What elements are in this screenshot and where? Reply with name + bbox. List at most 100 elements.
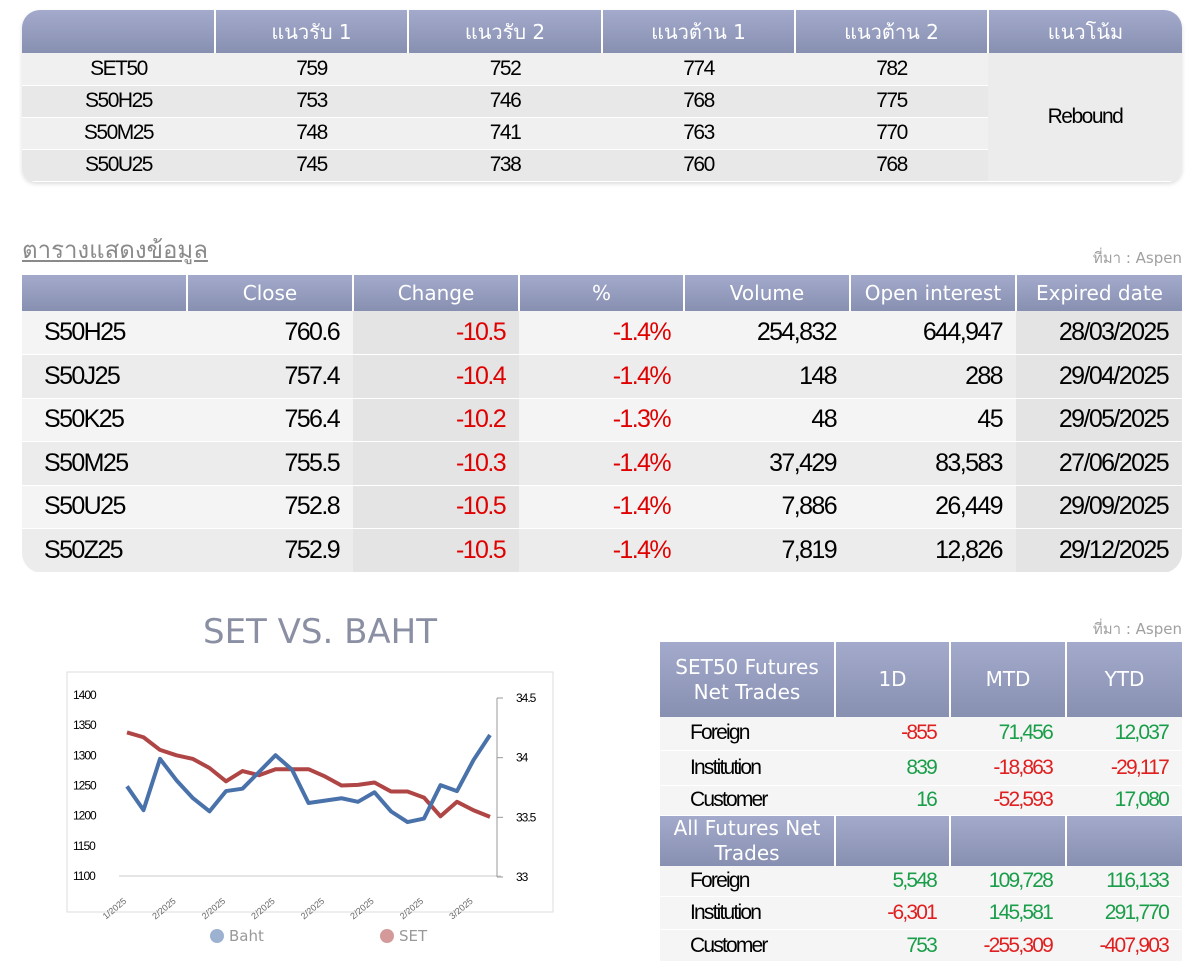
header-cell: YTD: [1065, 642, 1182, 717]
cell: -10.5: [353, 311, 519, 355]
header-cell: Close: [186, 275, 353, 311]
cell: 29/04/2025: [1016, 354, 1182, 399]
data-source: ที่มา : Aspen: [1092, 249, 1182, 267]
cell: 12,037: [1066, 717, 1182, 751]
cell-s2: 738: [408, 149, 602, 182]
cell-name: S50U25: [22, 149, 215, 182]
cell: 12,826: [850, 528, 1016, 573]
legend-label: SET: [399, 927, 428, 945]
cell-r2: 782: [795, 53, 988, 86]
header-cell: Open interest: [849, 275, 1016, 311]
header-cell: MTD: [949, 642, 1066, 717]
cell-r2: 775: [795, 85, 988, 118]
cell: Foreign: [660, 865, 835, 897]
cell: 29/09/2025: [1016, 485, 1182, 529]
cell: -10.2: [353, 398, 519, 442]
header-cell: SET50 Futures Net Trades: [675, 654, 819, 704]
legend-marker-baht: [210, 929, 224, 943]
cell: 48: [684, 398, 850, 442]
net-trades-source: ที่มา : Aspen: [1092, 620, 1182, 638]
cell: 291,770: [1066, 896, 1182, 930]
cell: 5,548: [835, 865, 950, 897]
cell: 644,947: [850, 311, 1016, 355]
cell-name: SET50: [22, 53, 215, 86]
cell-r1: 768: [602, 85, 795, 118]
legend-marker-set: [380, 929, 394, 943]
cell: 27/06/2025: [1016, 441, 1182, 486]
cell: Foreign: [660, 717, 835, 751]
table-row: Customer 753 -255,309 -407,903: [660, 929, 1182, 962]
cell-r1: 763: [602, 117, 795, 150]
table-row: S50K25 756.4 -10.2 -1.3% 48 45 29/05/2025: [22, 398, 1182, 442]
cell: 83,583: [850, 441, 1016, 486]
cell-s1: 748: [215, 117, 408, 150]
header-cell: Expired date: [1015, 275, 1182, 311]
cell-r2: 770: [795, 117, 988, 150]
y-left-tick-label: 1100: [73, 869, 96, 883]
cell: -29,117: [1066, 750, 1182, 786]
table-row: S50H25 760.6 -10.5 -1.4% 254,832 644,947 28/03…: [22, 311, 1182, 355]
data-table-title: ตารางแสดงข้อมูล: [22, 236, 208, 264]
cell: 17,080: [1066, 785, 1182, 816]
header-cell: Volume: [683, 275, 850, 311]
table-row: S50U25 752.8 -10.5 -1.4% 7,886 26,449 29/09/20…: [22, 485, 1182, 529]
cell: 756.4: [187, 398, 353, 442]
y-left-tick-label: 1300: [73, 748, 97, 762]
cell: S50J25: [22, 354, 187, 399]
cell: -407,903: [1066, 929, 1182, 962]
cell: S50H25: [22, 311, 187, 355]
y-right-tick-label: 33.5: [516, 810, 537, 824]
cell: S50M25: [22, 441, 187, 486]
header-cell: [834, 815, 950, 866]
cell-s2: 741: [408, 117, 602, 150]
legend-label: Baht: [229, 927, 264, 945]
cell-name: S50M25: [22, 117, 215, 150]
cell: Customer: [660, 785, 835, 816]
cell: -10.5: [353, 485, 519, 529]
support-resistance-table: แนวรับ 1 แนวรับ 2 แนวต้าน 1 แนวต้าน 2 แน…: [22, 10, 1182, 182]
cell: 116,133: [1066, 865, 1182, 897]
cell: 16: [835, 785, 950, 816]
cell: S50K25: [22, 398, 187, 442]
cell: 753: [835, 929, 950, 962]
header-cell: แนวโน้ม: [987, 10, 1182, 53]
cell: -855: [835, 717, 950, 751]
cell: -1.4%: [519, 528, 684, 573]
cell: S50U25: [22, 485, 187, 529]
header-cell: แนวต้าน 1: [601, 10, 795, 53]
set-vs-baht-chart: 1400 1350 1300 1250 1200 1150 1100 34.5 34 33.5 33…: [66, 671, 554, 945]
futures-data-table: Close Change% Volume Open interest Expired d…: [22, 275, 1182, 573]
cell: -1.4%: [519, 485, 684, 529]
table-row: Foreign -855 71,456 12,037: [660, 717, 1182, 751]
cell-r1: 774: [602, 53, 795, 86]
trend-cell: Rebound: [988, 53, 1182, 182]
table-header: แนวรับ 1 แนวรับ 2 แนวต้าน 1 แนวต้าน 2 แน…: [22, 10, 1182, 53]
table-row: S50M25 755.5 -10.3 -1.4% 37,429 83,583 27/06/2…: [22, 441, 1182, 486]
cell: 7,886: [684, 485, 850, 529]
cell: 148: [684, 354, 850, 399]
cell: 145,581: [950, 896, 1066, 930]
table-row: S50J25 757.4 -10.4 -1.4% 148 288 29/04/2025: [22, 354, 1182, 399]
cell: -10.5: [353, 528, 519, 573]
y-left-tick-label: 1250: [73, 779, 97, 793]
table-header: Close Change% Volume Open interest Expired d…: [22, 275, 1182, 311]
cell: 839: [835, 750, 950, 786]
header-cell: แนวต้าน 2: [794, 10, 988, 53]
y-left-tick-label: 1150: [73, 839, 96, 853]
y-left-tick-label: 1200: [73, 809, 97, 823]
cell-s2: 752: [408, 53, 602, 86]
cell: S50Z25: [22, 528, 187, 573]
header-cell: %: [518, 275, 684, 311]
cell: -18,863: [950, 750, 1066, 786]
cell: 760.6: [187, 311, 353, 355]
cell: 29/12/2025: [1016, 528, 1182, 573]
net-trades-table: SET50 Futures Net Trades 1D MTD YTD Foreign -…: [660, 642, 1182, 962]
cell: 29/05/2025: [1016, 398, 1182, 442]
y-right-tick-label: 33: [516, 870, 529, 884]
cell-r2: 768: [795, 149, 988, 182]
table-header: SET50 Futures Net Trades 1D MTD YTD: [660, 642, 1182, 717]
cell: -10.4: [353, 354, 519, 399]
cell: 28/03/2025: [1016, 311, 1182, 355]
cell: 45: [850, 398, 1016, 442]
cell: -1.3%: [519, 398, 684, 442]
